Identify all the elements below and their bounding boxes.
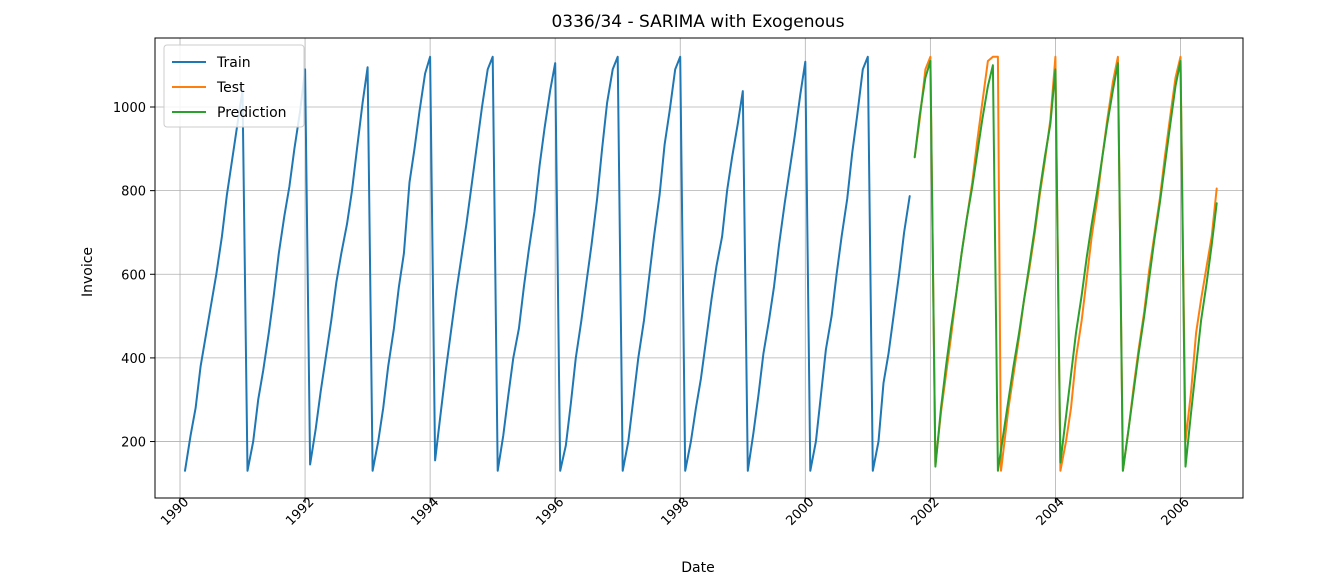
y-axis-title: Invoice — [80, 247, 96, 297]
y-tick-label: 200 — [121, 436, 146, 451]
x-tick-label: 1992 — [283, 495, 317, 529]
x-tick-label: 2006 — [1159, 495, 1193, 529]
y-tick-label: 1000 — [113, 101, 146, 116]
x-tick-label: 2002 — [909, 495, 943, 529]
legend-label-prediction: Prediction — [217, 105, 287, 121]
legend: Train Test Prediction — [163, 44, 305, 128]
x-tick-label: 1990 — [158, 495, 192, 529]
x-tick-label: 1998 — [658, 495, 692, 529]
grid-lines — [155, 38, 1243, 498]
series-line-train — [184, 55, 911, 472]
x-axis-ticks: 1990 1992 1994 1996 1998 2000 2002 2004 2006 — [158, 495, 1192, 529]
chart-title: 0336/34 - SARIMA with Exogenous — [551, 12, 844, 32]
y-axis-ticks: 200 400 600 800 1000 — [113, 101, 155, 451]
x-tick-label: 2000 — [783, 495, 817, 529]
legend-box — [163, 44, 305, 128]
x-axis-title: Date — [681, 560, 714, 576]
series-lines — [184, 55, 1218, 472]
y-tick-label: 600 — [121, 268, 146, 283]
x-tick-label: 2004 — [1034, 495, 1068, 529]
series-line-prediction — [913, 60, 1218, 472]
x-tick-label: 1994 — [408, 495, 442, 529]
legend-label-train: Train — [216, 55, 251, 71]
x-tick-label: 1996 — [533, 495, 567, 529]
legend-label-test: Test — [216, 80, 245, 96]
y-tick-label: 800 — [121, 185, 146, 200]
y-tick-label: 400 — [121, 352, 146, 367]
plot-area-frame — [154, 37, 1244, 499]
